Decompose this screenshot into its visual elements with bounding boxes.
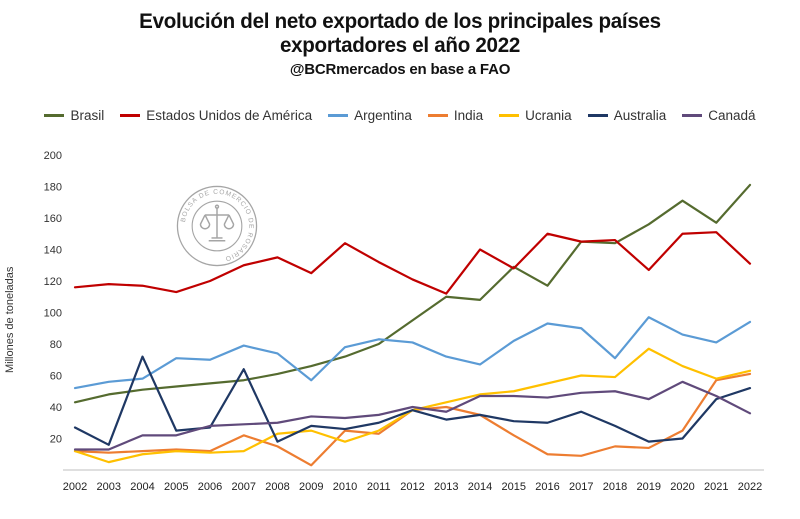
legend-item-ucrania: Ucrania bbox=[499, 108, 572, 123]
legend-label: Argentina bbox=[354, 108, 412, 123]
chart-attribution: @BCRmercados en base a FAO bbox=[289, 61, 511, 79]
chart-title-line1: Evolución del neto exportado de los prin… bbox=[139, 10, 661, 33]
legend-label: Estados Unidos de América bbox=[146, 108, 313, 123]
x-tick-label: 2016 bbox=[535, 481, 559, 493]
series-line-australia bbox=[73, 355, 752, 446]
x-tick-label: 2007 bbox=[232, 481, 256, 493]
y-tick-label: 40 bbox=[50, 402, 62, 414]
series-line-argentina bbox=[73, 316, 752, 390]
legend-item-brasil: Brasil bbox=[44, 108, 104, 123]
bcr-logo-watermark: BOLSA DE COMERCIO DE ROSARIO bbox=[171, 180, 263, 272]
legend-label: India bbox=[453, 108, 484, 123]
x-tick-label: 2008 bbox=[265, 481, 289, 493]
chart-title-line2: exportadores el año 2022 bbox=[279, 34, 521, 58]
legend-line-swatch bbox=[44, 114, 65, 117]
legend-label: Ucrania bbox=[525, 108, 572, 123]
y-tick-label: 140 bbox=[44, 245, 62, 257]
page-title: Evolución del neto exportado de los prin… bbox=[0, 10, 800, 78]
x-tick-label: 2013 bbox=[434, 481, 458, 493]
y-tick-label: 80 bbox=[50, 339, 62, 351]
series-line-brasil bbox=[73, 183, 752, 404]
legend-item-canada: Canadá bbox=[682, 108, 756, 123]
x-tick-label: 2017 bbox=[569, 481, 593, 493]
x-tick-label: 2014 bbox=[468, 481, 492, 493]
x-tick-label: 2019 bbox=[637, 481, 661, 493]
bcr-logo-icon: BOLSA DE COMERCIO DE ROSARIO bbox=[176, 185, 258, 267]
y-tick-label: 180 bbox=[44, 182, 62, 194]
x-tick-label: 2004 bbox=[130, 481, 154, 493]
x-tick-label: 2003 bbox=[97, 481, 121, 493]
y-tick-label: 20 bbox=[50, 434, 62, 446]
x-tick-label: 2012 bbox=[400, 481, 424, 493]
x-tick-label: 2011 bbox=[367, 481, 391, 493]
x-tick-label: 2010 bbox=[333, 481, 357, 493]
legend-line-swatch bbox=[682, 114, 703, 117]
y-tick-label: 200 bbox=[44, 150, 62, 162]
legend-item-australia: Australia bbox=[587, 108, 667, 123]
legend-label: Australia bbox=[613, 108, 667, 123]
legend-line-swatch bbox=[587, 114, 608, 117]
chart-legend: Brasil Estados Unidos de América Argenti… bbox=[0, 108, 800, 123]
x-tick-label: 2005 bbox=[164, 481, 188, 493]
legend-item-india: India bbox=[427, 108, 484, 123]
series-line-ucrania bbox=[73, 347, 752, 464]
x-tick-label: 2009 bbox=[299, 481, 323, 493]
x-tick-label: 2006 bbox=[198, 481, 222, 493]
y-tick-label: 120 bbox=[44, 276, 62, 288]
x-tick-label: 2020 bbox=[670, 481, 694, 493]
legend-line-swatch bbox=[328, 114, 349, 117]
y-tick-label: 60 bbox=[50, 371, 62, 383]
legend-label: Canadá bbox=[708, 108, 756, 123]
x-tick-label: 2021 bbox=[704, 481, 728, 493]
y-tick-label: 100 bbox=[44, 308, 62, 320]
scales-icon bbox=[199, 204, 235, 242]
x-tick-label: 2015 bbox=[502, 481, 526, 493]
x-tick-label: 2022 bbox=[738, 481, 762, 493]
legend-label: Brasil bbox=[70, 108, 105, 123]
legend-line-swatch bbox=[427, 114, 448, 117]
series-line-estados-unidos-de-américa bbox=[73, 231, 752, 295]
series-line-canadá bbox=[73, 380, 752, 451]
y-tick-label: 160 bbox=[44, 213, 62, 225]
x-tick-label: 2002 bbox=[63, 481, 87, 493]
legend-item-argentina: Argentina bbox=[328, 108, 412, 123]
x-tick-label: 2018 bbox=[603, 481, 627, 493]
legend-line-swatch bbox=[120, 114, 141, 117]
legend-item-estados-unidos: Estados Unidos de América bbox=[120, 108, 312, 123]
legend-line-swatch bbox=[499, 114, 520, 117]
